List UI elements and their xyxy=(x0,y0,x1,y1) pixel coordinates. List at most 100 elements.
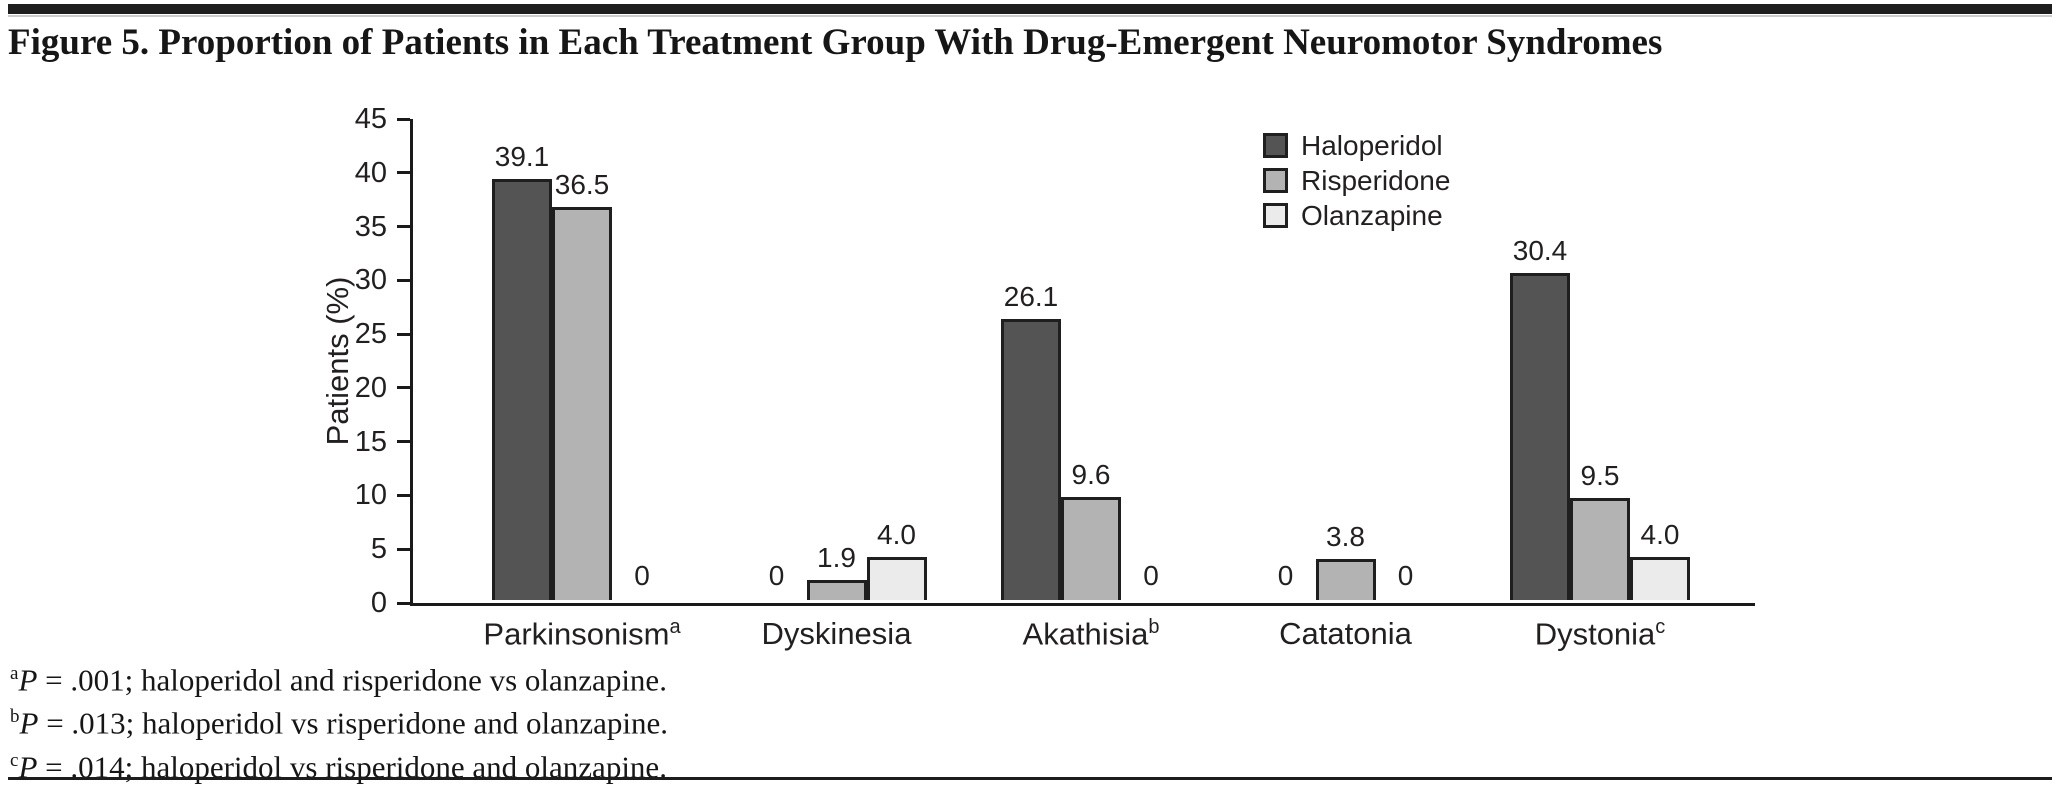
footnote-a: aP = .001; haloperidol and risperidone v… xyxy=(10,655,668,698)
bar-olanzapine-dyskinesia xyxy=(866,556,927,600)
category-footnote-marker: b xyxy=(1148,616,1160,638)
footnote-b: bP = .013; haloperidol vs risperidone an… xyxy=(10,698,668,741)
footnote-text: = .001; haloperidol and risperidone vs o… xyxy=(37,662,667,698)
x-axis-line xyxy=(410,603,1755,606)
bar-group-dystonia: 30.4 9.5 4.0 xyxy=(1510,119,1690,600)
bar-slot-risperidone-dyskinesia: 1.9 xyxy=(806,119,867,600)
category-text: Dyskinesia xyxy=(761,616,912,651)
value-label-risperidone-dyskinesia: 1.9 xyxy=(817,541,856,573)
y-tick-mark xyxy=(397,171,410,175)
footnote-marker: a xyxy=(10,663,19,684)
top-rule xyxy=(8,4,2052,14)
bar-risperidone-parkinsonism xyxy=(552,207,612,600)
y-tick-label: 0 xyxy=(370,587,387,619)
value-label-risperidone-catatonia: 3.8 xyxy=(1326,521,1365,553)
value-label-risperidone-parkinsonism: 36.5 xyxy=(554,169,610,201)
bar-haloperidol-parkinsonism xyxy=(492,179,552,600)
bar-slot-risperidone-catatonia: 3.8 xyxy=(1315,119,1376,600)
category-label-akathisia: Akathisiab xyxy=(981,616,1201,652)
legend-item-haloperidol: Haloperidol xyxy=(1263,131,1450,160)
footnote-p: P xyxy=(19,705,39,741)
value-label-haloperidol-dystonia: 30.4 xyxy=(1512,235,1568,267)
y-tick-mark xyxy=(397,332,410,336)
y-tick-label: 45 xyxy=(354,103,387,135)
value-label-haloperidol-parkinsonism: 39.1 xyxy=(494,141,550,173)
footnotes: aP = .001; haloperidol and risperidone v… xyxy=(10,655,668,785)
y-tick-label: 5 xyxy=(370,533,387,566)
value-label-haloperidol-dyskinesia: 0 xyxy=(768,560,785,591)
figure-title: Figure 5. Proportion of Patients in Each… xyxy=(8,22,1663,63)
y-tick-mark xyxy=(397,440,410,444)
category-text: Parkinsonism xyxy=(483,616,670,652)
category-label-dyskinesia: Dyskinesia xyxy=(727,616,947,652)
bar-slot-haloperidol-dyskinesia: 0 xyxy=(747,119,807,600)
bar-risperidone-dyskinesia xyxy=(806,579,867,600)
chart-legend: Haloperidol Risperidone Olanzapine xyxy=(1263,131,1450,236)
bar-group-akathisia: 26.1 9.6 0 xyxy=(1001,119,1181,600)
value-label-olanzapine-akathisia: 0 xyxy=(1143,560,1159,591)
bar-slot-haloperidol-catatonia: 0 xyxy=(1256,119,1316,600)
value-label-olanzapine-catatonia: 0 xyxy=(1397,560,1414,591)
category-text: Catatonia xyxy=(1279,616,1412,651)
y-tick-label: 25 xyxy=(354,318,387,351)
bar-slot-risperidone-akathisia: 9.6 xyxy=(1061,119,1121,600)
bar-slot-olanzapine-catatonia: 0 xyxy=(1376,119,1436,600)
y-tick-mark xyxy=(397,278,410,282)
footnote-marker: b xyxy=(10,706,20,728)
value-label-risperidone-dystonia: 9.5 xyxy=(1580,459,1620,491)
bar-group-parkinsonism: 39.1 36.5 0 xyxy=(492,119,672,600)
y-tick-label: 20 xyxy=(354,371,387,404)
bar-slot-haloperidol-dystonia: 30.4 xyxy=(1510,119,1570,600)
category-label-dystonia: Dystoniac xyxy=(1490,616,1710,652)
bar-slot-haloperidol-akathisia: 26.1 xyxy=(1001,119,1061,600)
bar-slot-olanzapine-dystonia: 4.0 xyxy=(1630,119,1690,600)
bar-risperidone-dystonia xyxy=(1570,497,1630,600)
y-tick-mark xyxy=(397,493,410,497)
bar-haloperidol-akathisia xyxy=(1001,319,1061,600)
legend-item-olanzapine: Olanzapine xyxy=(1263,201,1450,230)
footnote-marker: c xyxy=(10,749,19,771)
legend-label: Haloperidol xyxy=(1301,130,1443,161)
bar-risperidone-catatonia xyxy=(1315,559,1376,600)
bar-risperidone-akathisia xyxy=(1061,496,1121,600)
y-tick-label: 10 xyxy=(354,479,387,512)
category-text: Dystonia xyxy=(1534,616,1656,652)
bar-group-catatonia: 0 3.8 0 xyxy=(1256,119,1436,600)
y-tick-label: 35 xyxy=(354,210,387,243)
value-label-olanzapine-dystonia: 4.0 xyxy=(1640,518,1680,550)
y-axis-line xyxy=(410,119,413,606)
bar-slot-haloperidol-parkinsonism: 39.1 xyxy=(492,119,552,600)
value-label-olanzapine-parkinsonism: 0 xyxy=(634,560,650,591)
y-tick-label: 30 xyxy=(354,264,387,297)
legend-label: Olanzapine xyxy=(1301,200,1443,231)
legend-label: Risperidone xyxy=(1301,165,1451,196)
y-tick-mark xyxy=(397,547,410,551)
footnote-p: P xyxy=(18,748,38,784)
y-tick-mark xyxy=(397,117,410,121)
bottom-rule xyxy=(8,777,2052,780)
legend-item-risperidone: Risperidone xyxy=(1263,166,1450,195)
olanzapine-swatch-icon xyxy=(1263,203,1288,228)
y-tick-mark xyxy=(397,386,410,390)
value-label-olanzapine-dyskinesia: 4.0 xyxy=(877,518,916,550)
bar-slot-risperidone-parkinsonism: 36.5 xyxy=(552,119,612,600)
footnote-p: P xyxy=(18,662,38,698)
bar-group-dyskinesia: 0 1.9 4.0 xyxy=(747,119,927,600)
y-axis-title: Patients (%) xyxy=(320,276,355,446)
bar-slot-olanzapine-akathisia: 0 xyxy=(1121,119,1181,600)
bar-olanzapine-dystonia xyxy=(1630,556,1690,600)
category-footnote-marker: c xyxy=(1655,616,1666,638)
bar-chart-plot-area: Patients (%) Haloperidol Risperidone Ola… xyxy=(320,103,1755,651)
bar-slot-olanzapine-dyskinesia: 4.0 xyxy=(866,119,927,600)
value-label-haloperidol-catatonia: 0 xyxy=(1277,560,1294,591)
bar-haloperidol-dystonia xyxy=(1510,273,1570,600)
footnote-text: = .013; haloperidol vs risperidone and o… xyxy=(38,705,669,741)
category-label-parkinsonism: Parkinsonisma xyxy=(472,616,692,652)
y-tick-label: 40 xyxy=(354,156,387,189)
category-footnote-marker: a xyxy=(669,616,681,638)
category-text: Akathisia xyxy=(1022,616,1149,652)
value-label-risperidone-akathisia: 9.6 xyxy=(1071,458,1111,490)
y-tick-mark xyxy=(397,225,410,229)
risperidone-swatch-icon xyxy=(1263,168,1288,193)
